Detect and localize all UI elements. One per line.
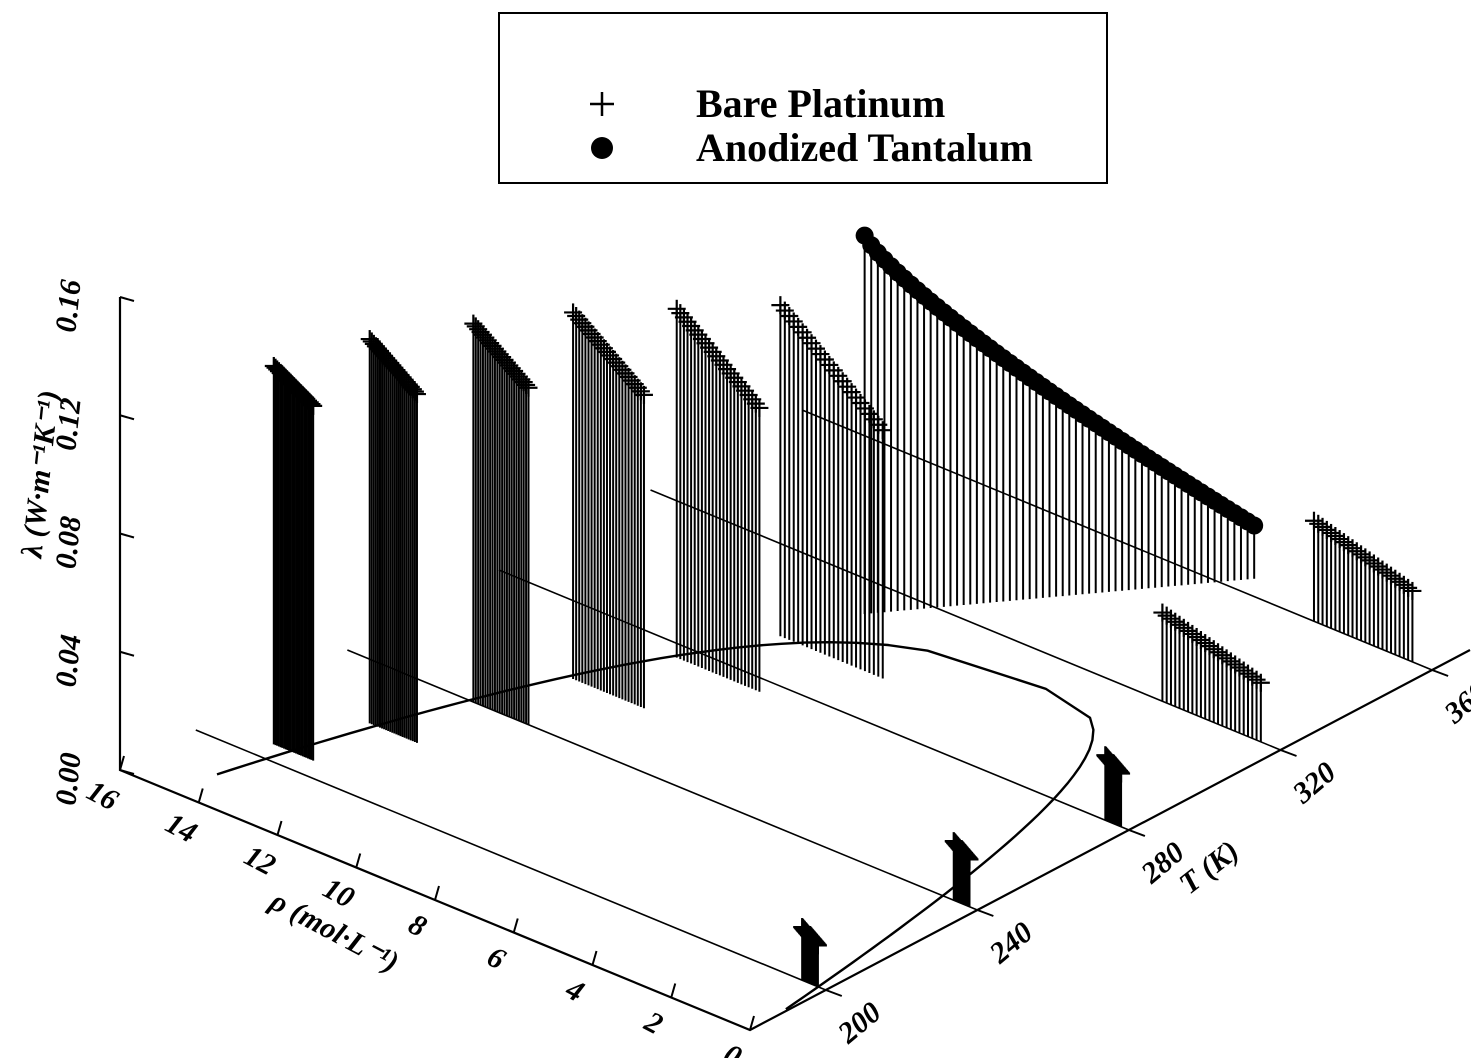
t-axis-title: T (K) (1173, 834, 1245, 901)
z-tick-label: 0.12 (49, 396, 87, 452)
t-tick-label: 360 (1437, 676, 1471, 731)
t-tick-label: 240 (983, 916, 1039, 971)
t-tick-label: 320 (1286, 756, 1342, 811)
isotherm-floor-line (498, 569, 1130, 831)
filled-circle-marker-icon (591, 137, 613, 159)
t-tick (977, 909, 994, 917)
rho-tick (512, 918, 519, 933)
rho-tick-label: 14 (160, 807, 202, 850)
rho-tick (434, 885, 440, 901)
rho-tick (119, 755, 125, 771)
rho-tick-label: 8 (403, 908, 432, 944)
z-tick-label: 0.00 (49, 751, 87, 807)
z-tick (119, 532, 135, 539)
rho-tick (591, 950, 598, 966)
rho-tick (670, 983, 677, 998)
legend: Bare Platinum Anodized Tantalum (498, 12, 1108, 184)
z-tick (119, 296, 135, 302)
rho-tick (355, 853, 362, 868)
t-tick-label: 200 (831, 996, 887, 1051)
rho-tick (197, 788, 204, 803)
circle-marker (1245, 516, 1264, 535)
rho-tick-label: 0 (718, 1038, 747, 1058)
rho-tick-label: 6 (482, 940, 511, 976)
legend-label: Bare Platinum (696, 81, 946, 126)
rho-tick (749, 1015, 755, 1031)
z-tick (119, 769, 135, 775)
legend-entry-anodized-tantalum: Anodized Tantalum (500, 124, 1106, 172)
z-tick-label: 0.16 (49, 278, 87, 334)
z-tick-label: 0.08 (49, 515, 87, 571)
isotherm-floor-line (347, 649, 978, 911)
rho-tick-label: 2 (638, 1005, 668, 1042)
rho-tick-label: 12 (239, 839, 281, 882)
axis-frame (118, 296, 1471, 1032)
rho-tick (276, 820, 283, 836)
data-series (264, 226, 1422, 987)
rho-tick-label: 16 (81, 774, 123, 817)
t-tick (825, 989, 843, 997)
legend-entry-bare-platinum: Bare Platinum (500, 80, 1106, 128)
z-tick-label: 0.04 (49, 633, 87, 689)
isotherm-floor-line (801, 409, 1433, 671)
plus-marker-icon (590, 92, 614, 116)
rho-tick-label: 4 (560, 972, 590, 1009)
t-tick (1128, 829, 1146, 837)
t-tick (1280, 749, 1297, 757)
t-tick (1431, 669, 1449, 677)
z-tick (119, 650, 135, 657)
z-tick (119, 414, 135, 421)
legend-label: Anodized Tantalum (696, 125, 1033, 170)
isotherm-floor-line (195, 729, 827, 991)
